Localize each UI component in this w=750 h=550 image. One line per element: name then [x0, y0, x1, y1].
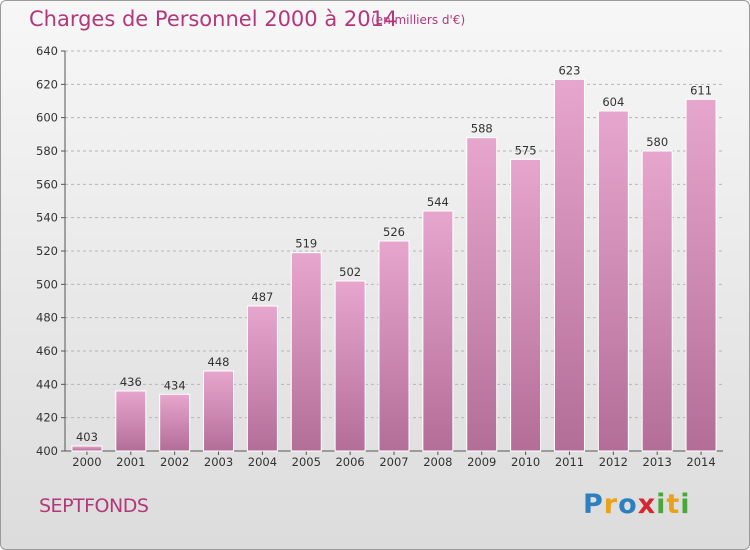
bar [334, 280, 366, 452]
bar-value-label: 448 [208, 355, 230, 369]
y-tick-label: 640 [36, 44, 58, 58]
bar-value-label: 519 [295, 237, 317, 251]
x-tick-label: 2004 [248, 455, 277, 469]
chart-title: Charges de Personnel 2000 à 2014 [29, 7, 398, 31]
x-tick-label: 2001 [116, 455, 145, 469]
bar [246, 305, 278, 452]
y-tick-label: 620 [36, 77, 58, 91]
y-tick-label: 440 [36, 377, 58, 391]
y-tick-label: 520 [36, 244, 58, 258]
bar-value-label: 436 [120, 375, 142, 389]
bar [685, 98, 717, 452]
x-tick-label: 2006 [335, 455, 364, 469]
bar-value-label: 611 [690, 83, 712, 97]
logo-letter: t [666, 489, 681, 520]
x-tick-label: 2013 [643, 455, 672, 469]
bar-value-label: 604 [602, 95, 624, 109]
x-tick-label: 2012 [599, 455, 628, 469]
bar [159, 393, 191, 452]
y-tick-label: 560 [36, 177, 58, 191]
bar [510, 158, 542, 452]
x-tick-label: 2014 [686, 455, 715, 469]
proxiti-logo: Proxiti [583, 489, 691, 520]
bar-value-label: 502 [339, 265, 361, 279]
bar-value-label: 544 [427, 195, 449, 209]
bar [71, 445, 103, 452]
x-tick-label: 2002 [160, 455, 189, 469]
bar-value-label: 526 [383, 225, 405, 239]
bar-value-label: 623 [558, 63, 580, 77]
y-tick-label: 480 [36, 311, 58, 325]
x-tick-label: 2010 [511, 455, 540, 469]
y-tick-label: 540 [36, 211, 58, 225]
logo-letter: P [583, 489, 604, 520]
bar [641, 150, 673, 452]
bar-value-label: 580 [646, 135, 668, 149]
logo-letter: o [618, 489, 638, 520]
bar-value-label: 434 [164, 378, 186, 392]
bar-value-label: 588 [471, 122, 493, 136]
x-tick-label: 2003 [204, 455, 233, 469]
logo-letter: x [637, 489, 657, 520]
bar-value-label: 575 [515, 143, 537, 157]
bar [378, 240, 410, 452]
bar [203, 370, 235, 452]
x-tick-label: 2011 [555, 455, 584, 469]
bar [466, 137, 498, 452]
y-tick-label: 400 [36, 444, 58, 458]
x-tick-label: 2005 [292, 455, 321, 469]
bar [597, 110, 629, 452]
y-tick-label: 420 [36, 411, 58, 425]
bar [115, 390, 147, 452]
y-tick-label: 580 [36, 144, 58, 158]
bar [553, 78, 585, 452]
logo-letter: i [656, 489, 667, 520]
x-tick-label: 2008 [423, 455, 452, 469]
chart-subtitle: (en milliers d'€) [371, 13, 466, 27]
y-tick-label: 460 [36, 344, 58, 358]
bar-value-label: 487 [251, 290, 273, 304]
bar [290, 252, 322, 452]
bar-value-label: 403 [76, 430, 98, 444]
commune-name: SEPTFONDS [39, 495, 149, 517]
logo-letter: r [603, 489, 619, 520]
bar [422, 210, 454, 452]
y-tick-label: 500 [36, 277, 58, 291]
x-tick-label: 2000 [72, 455, 101, 469]
x-tick-label: 2009 [467, 455, 496, 469]
logo-letter: i [680, 489, 691, 520]
y-tick-label: 600 [36, 111, 58, 125]
x-tick-label: 2007 [379, 455, 408, 469]
